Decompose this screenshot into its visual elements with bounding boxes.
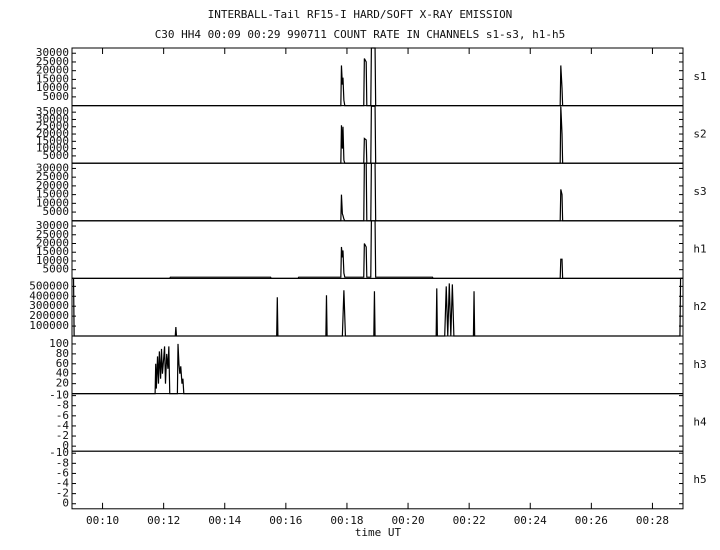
x-tick-label: 00:10 bbox=[86, 514, 119, 527]
y-tick-label: 25000 bbox=[36, 170, 69, 183]
panel-label: h5 bbox=[693, 473, 706, 486]
y-tick-label: -8 bbox=[56, 456, 69, 469]
y-tick-label: 500000 bbox=[29, 279, 69, 292]
y-tick-label: 30000 bbox=[36, 112, 69, 125]
y-tick-label: 400000 bbox=[29, 289, 69, 302]
y-tick-label: 10000 bbox=[36, 81, 69, 94]
y-tick-label: 20000 bbox=[36, 236, 69, 249]
y-tick-label: -10 bbox=[49, 446, 69, 459]
y-tick-label: 20000 bbox=[36, 179, 69, 192]
x-axis-label: time UT bbox=[355, 526, 402, 539]
data-line bbox=[72, 277, 683, 337]
y-tick-label: 5000 bbox=[43, 149, 70, 162]
y-tick-label: 25000 bbox=[36, 228, 69, 241]
y-tick-label: 10000 bbox=[36, 196, 69, 209]
x-tick-label: 00:28 bbox=[636, 514, 669, 527]
panel-label: s1 bbox=[693, 70, 706, 83]
x-tick-label: 00:12 bbox=[147, 514, 180, 527]
panel-frame bbox=[71, 105, 684, 164]
panel-frame bbox=[71, 220, 684, 279]
y-tick-label: -10 bbox=[49, 389, 69, 402]
y-tick-label: 15000 bbox=[36, 134, 69, 147]
panel-frame bbox=[71, 450, 684, 510]
y-tick-label: -6 bbox=[56, 409, 69, 422]
y-tick-label: 30000 bbox=[36, 219, 69, 232]
y-tick-label: 25000 bbox=[36, 55, 69, 68]
y-tick-label: 300000 bbox=[29, 299, 69, 312]
chart-title: INTERBALL-Tail RF15-I HARD/SOFT X-RAY EM… bbox=[208, 8, 513, 21]
panel-label: h4 bbox=[693, 415, 707, 428]
y-tick-label: -4 bbox=[56, 419, 70, 432]
x-tick-label: 00:16 bbox=[269, 514, 302, 527]
y-tick-label: -2 bbox=[56, 487, 69, 500]
y-tick-label: 5000 bbox=[43, 263, 70, 276]
x-tick-label: 00:22 bbox=[453, 514, 486, 527]
y-tick-label: 5000 bbox=[43, 205, 70, 218]
x-tick-label: 00:18 bbox=[330, 514, 363, 527]
y-tick-label: 15000 bbox=[36, 188, 69, 201]
x-tick-label: 00:24 bbox=[514, 514, 547, 527]
y-tick-label: 80 bbox=[56, 347, 69, 360]
y-tick-label: 40 bbox=[56, 367, 69, 380]
y-tick-label: 25000 bbox=[36, 120, 69, 133]
panel-label: h1 bbox=[693, 243, 706, 256]
y-tick-label: -6 bbox=[56, 466, 69, 479]
y-tick-label: 15000 bbox=[36, 72, 69, 85]
y-tick-label: 10000 bbox=[36, 142, 69, 155]
panel-frame bbox=[71, 47, 684, 107]
y-tick-label: 30000 bbox=[36, 161, 69, 174]
panel-frame bbox=[71, 277, 684, 337]
data-line bbox=[72, 162, 683, 222]
x-tick-label: 00:14 bbox=[208, 514, 241, 527]
y-tick-label: -4 bbox=[56, 477, 70, 490]
y-tick-label: 5000 bbox=[43, 90, 70, 103]
panel-frame bbox=[71, 162, 684, 222]
panel-label: s2 bbox=[693, 127, 706, 140]
y-tick-label: 20000 bbox=[36, 64, 69, 77]
x-tick-label: 00:20 bbox=[391, 514, 424, 527]
y-tick-label: 0 bbox=[62, 439, 69, 452]
data-line bbox=[72, 220, 683, 279]
y-tick-label: 60 bbox=[56, 357, 69, 370]
y-tick-label: -2 bbox=[56, 429, 69, 442]
data-line bbox=[72, 105, 683, 164]
y-tick-label: 15000 bbox=[36, 245, 69, 258]
y-tick-label: 10000 bbox=[36, 254, 69, 267]
panel-label: h3 bbox=[693, 358, 706, 371]
y-tick-label: 30000 bbox=[36, 46, 69, 59]
data-line bbox=[72, 47, 683, 107]
data-line bbox=[72, 343, 683, 395]
y-tick-label: 20 bbox=[56, 377, 69, 390]
panel-label: s3 bbox=[693, 185, 706, 198]
y-tick-label: 20000 bbox=[36, 127, 69, 140]
panel-label: h2 bbox=[693, 300, 706, 313]
y-tick-label: 100 bbox=[49, 337, 69, 350]
panel-frame bbox=[71, 393, 684, 452]
y-tick-label: -8 bbox=[56, 399, 69, 412]
x-tick-label: 00:26 bbox=[575, 514, 608, 527]
y-tick-label: 35000 bbox=[36, 105, 69, 118]
chart-subtitle: C30 HH4 00:09 00:29 990711 COUNT RATE IN… bbox=[155, 28, 566, 41]
y-tick-label: 0 bbox=[62, 497, 69, 510]
y-tick-label: 100000 bbox=[29, 319, 69, 332]
y-tick-label: 200000 bbox=[29, 309, 69, 322]
